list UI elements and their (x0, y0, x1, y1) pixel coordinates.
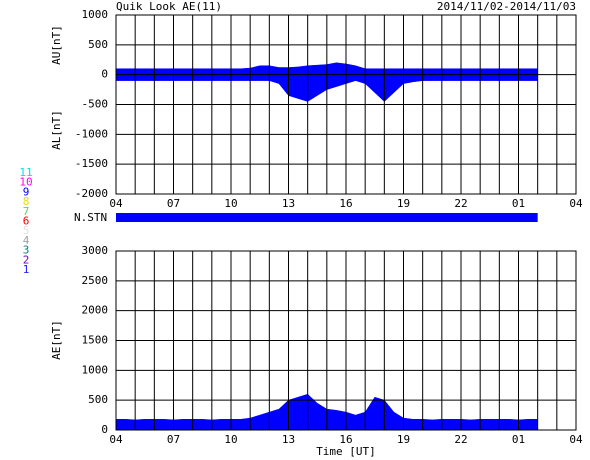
y-tick-label: 0 (101, 423, 108, 436)
y-tick-label: -1000 (75, 127, 108, 140)
x-tick-label: 10 (224, 197, 237, 210)
y-tick-label: 2500 (82, 274, 109, 287)
n-stn-label: N.STN (74, 211, 107, 224)
x-axis-title: Time [UT] (316, 445, 376, 458)
y-tick-label: -1500 (75, 157, 108, 170)
station-legend-entry: 2 (23, 253, 30, 266)
x-tick-label: 04 (109, 433, 123, 446)
x-tick-label: 07 (167, 433, 180, 446)
y-tick-label: 500 (88, 393, 108, 406)
y-tick-label: 500 (88, 38, 108, 51)
station-legend-entry: 5 (23, 224, 30, 237)
x-tick-label: 16 (339, 197, 352, 210)
y-tick-label: 2000 (82, 304, 109, 317)
station-legend-entry: 6 (23, 215, 30, 228)
y-tick-label: 3000 (82, 244, 109, 257)
y-tick-label: 1500 (82, 334, 109, 347)
y-tick-label: 0 (101, 68, 108, 81)
y-tick-label: 1000 (82, 363, 109, 376)
x-tick-label: 22 (454, 197, 467, 210)
x-tick-label: 04 (109, 197, 123, 210)
x-tick-label: 13 (282, 433, 295, 446)
x-tick-label: 04 (569, 433, 583, 446)
station-legend-entry: 3 (23, 244, 30, 257)
station-legend-entry: 7 (23, 205, 30, 218)
station-bar (116, 213, 538, 222)
au-label: AU[nT] (50, 25, 63, 65)
title: Quik Look AE(11) (116, 0, 222, 13)
ae-label: AE[nT] (50, 320, 63, 360)
y-tick-label: -2000 (75, 187, 108, 200)
date-range: 2014/11/02-2014/11/03 (437, 0, 576, 13)
x-tick-label: 01 (512, 433, 525, 446)
station-legend-entry: 4 (23, 234, 30, 247)
x-tick-label: 16 (339, 433, 352, 446)
y-tick-label: 1000 (82, 8, 109, 21)
x-tick-label: 22 (454, 433, 467, 446)
x-tick-label: 04 (569, 197, 583, 210)
station-legend-entry: 8 (23, 195, 30, 208)
x-tick-label: 07 (167, 197, 180, 210)
x-tick-label: 19 (397, 197, 410, 210)
plot-frame (115, 14, 577, 195)
plot-frame (115, 250, 577, 431)
x-tick-label: 13 (282, 197, 295, 210)
x-tick-label: 10 (224, 433, 237, 446)
station-legend-entry: 11 (19, 166, 32, 179)
al-label: AL[nT] (50, 110, 63, 150)
x-tick-label: 01 (512, 197, 525, 210)
station-legend-entry: 1 (23, 263, 30, 276)
x-tick-label: 19 (397, 433, 410, 446)
station-legend-entry: 10 (19, 176, 32, 189)
y-tick-label: -500 (82, 98, 109, 111)
station-legend-entry: 9 (23, 185, 30, 198)
